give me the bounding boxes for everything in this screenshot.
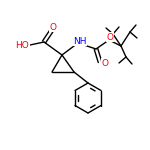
Text: HO: HO — [15, 42, 29, 51]
Text: O: O — [50, 22, 57, 32]
Text: O: O — [106, 33, 114, 42]
Text: O: O — [102, 58, 108, 68]
Text: NH: NH — [73, 36, 87, 45]
